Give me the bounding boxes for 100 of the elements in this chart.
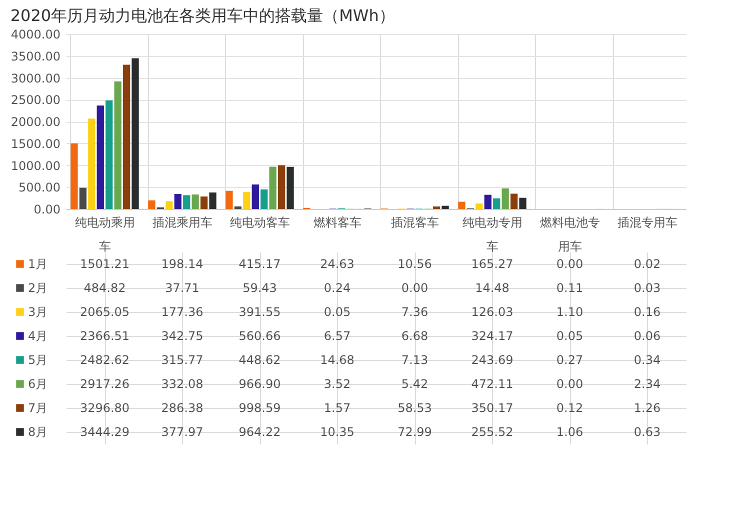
bar [432,206,440,209]
data-label: 59.43 [242,281,277,295]
data-label: 324.17 [471,329,514,343]
data-label: 1.10 [556,305,584,319]
data-label: 24.63 [320,257,354,271]
data-label: 10.56 [398,257,432,271]
legend-label: 8月 [28,425,48,439]
data-label: 3.52 [324,377,351,391]
bar [132,58,139,209]
data-label: 315.77 [161,353,204,367]
data-label: 0.16 [634,305,661,319]
bar [442,206,449,209]
bar [166,201,173,209]
bar [148,200,156,209]
legend-label: 2月 [28,281,48,295]
y-tick-label: 0.00 [34,202,60,216]
data-label: 14.48 [475,281,510,295]
data-label: 484.82 [84,281,126,295]
data-label: 1501.21 [80,257,130,271]
data-label: 966.90 [238,377,281,391]
data-label: 332.08 [161,377,204,391]
data-label: 350.17 [471,401,514,415]
data-label: 1.57 [324,401,351,415]
x-tick-label: 燃料电池专用车 [540,216,600,254]
bar [234,206,242,209]
chart-title: 2020年历月动力电池在各类用车中的搭载量（MWh） [10,6,395,25]
bar [252,184,259,209]
data-label: 198.14 [161,257,204,271]
bar [269,166,276,209]
bar [226,190,233,209]
x-tick-label: 纯电动乘用车 [74,216,135,254]
data-label: 415.17 [238,257,281,271]
bar [493,198,500,209]
data-label: 243.69 [471,353,514,367]
data-label: 448.62 [238,353,281,367]
data-label: 560.66 [238,329,281,343]
legend-label: 6月 [28,377,48,391]
data-label: 0.00 [401,281,428,295]
data-label: 2.34 [634,377,661,391]
data-label: 998.59 [238,401,281,415]
legend-label: 1月 [28,257,48,271]
bar [174,194,182,209]
data-label: 255.52 [471,425,514,439]
bar [114,81,122,209]
data-label: 0.02 [634,257,661,271]
bar [200,196,208,209]
legend-label: 7月 [28,401,48,415]
data-label: 2917.26 [80,377,130,391]
data-label: 6.57 [324,329,351,343]
bar [209,192,216,209]
bar [88,118,96,209]
x-tick-label: 燃料客车 [313,216,362,230]
x-tick-label: 插混乘用车 [152,216,212,230]
data-label: 0.00 [556,377,584,391]
bar [519,198,526,209]
y-tick-label: 2000.00 [10,115,60,129]
data-label: 177.36 [161,305,204,319]
data-label: 126.03 [471,305,514,319]
data-label: 58.53 [398,401,432,415]
data-label: 3296.80 [80,401,130,415]
data-label: 1.06 [556,425,584,439]
data-label: 342.75 [161,329,204,343]
data-label: 964.22 [238,425,281,439]
data-label: 5.42 [401,377,428,391]
bar [260,189,268,209]
bar [192,194,199,209]
data-label: 14.68 [320,353,354,367]
data-label: 0.11 [556,281,584,295]
data-label: 0.05 [324,305,351,319]
data-label: 2482.62 [80,353,130,367]
data-label: 0.00 [556,257,584,271]
data-label: 0.03 [634,281,661,295]
data-label: 391.55 [238,305,281,319]
legend-label: 4月 [28,329,48,343]
data-label: 72.99 [398,425,432,439]
y-tick-label: 500.00 [18,180,60,195]
x-tick-label: 纯电动专用车 [462,216,522,254]
data-label: 0.06 [634,329,661,343]
y-tick-label: 4000.00 [10,28,60,42]
bar [286,166,294,209]
data-label: 286.38 [161,401,204,415]
bar [70,143,78,209]
y-tick-label: 3000.00 [10,71,60,86]
data-label: 0.05 [556,329,584,343]
data-label: 7.13 [401,353,428,367]
y-tick-label: 1500.00 [10,136,60,151]
bar [510,194,518,209]
data-label: 10.35 [320,425,354,439]
bar [96,105,104,209]
data-label: 1.26 [634,401,661,415]
x-tick-label: 插混客车 [390,216,439,230]
data-label: 0.63 [634,425,661,439]
x-tick-label: 纯电动客车 [230,216,290,230]
bar [79,188,87,209]
data-label: 0.24 [324,281,351,295]
bar [183,195,190,209]
data-label: 165.27 [471,257,514,271]
legend-label: 5月 [28,353,48,367]
data-label: 0.34 [634,353,661,367]
data-label: 37.71 [165,281,200,295]
